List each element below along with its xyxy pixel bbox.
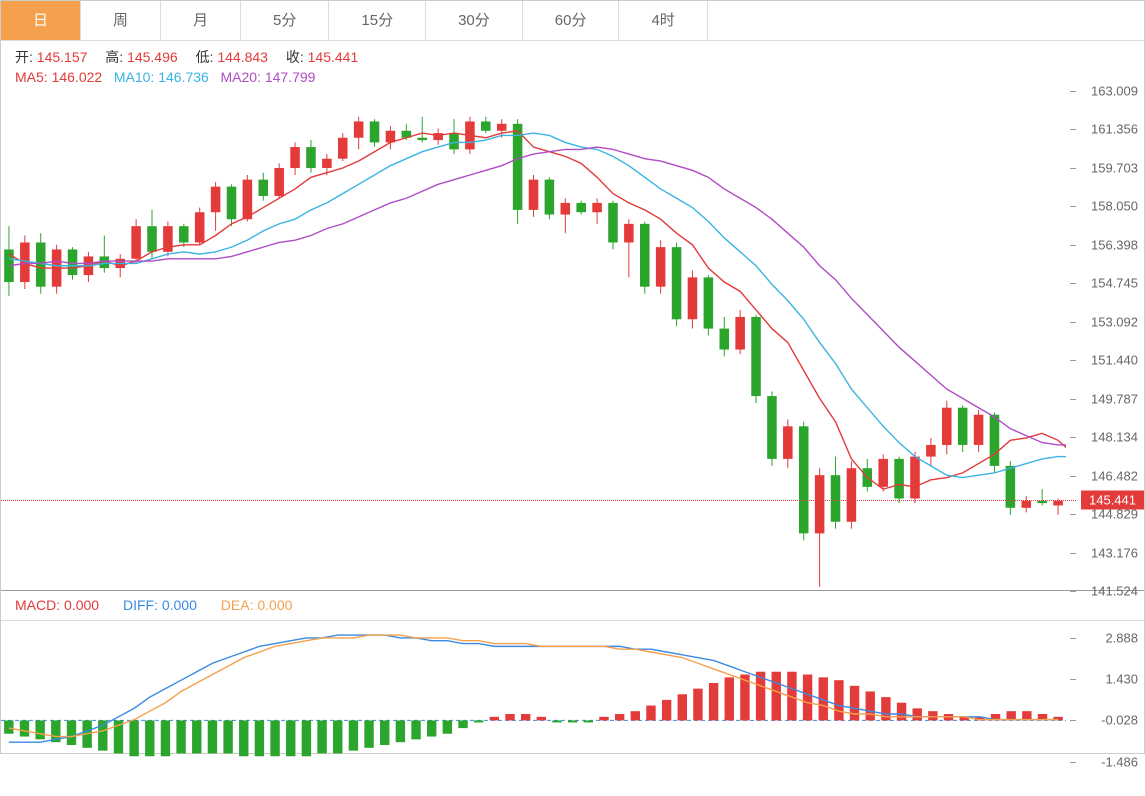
macd-y-tick-label: -0.028 (1101, 713, 1138, 728)
y-tick-label: 141.524 (1091, 584, 1138, 599)
macd-y-axis: 2.888 1.430 -0.028 -1.486 (1076, 621, 1144, 796)
chart-container: 日周月5分15分30分60分4时 开: 145.157 高: 145.496 低… (0, 0, 1145, 754)
y-tick-label: 158.050 (1091, 199, 1138, 214)
y-tick-label: 159.703 (1091, 160, 1138, 175)
timeframe-tab[interactable]: 5分 (241, 1, 329, 40)
timeframe-tab[interactable]: 30分 (426, 1, 523, 40)
timeframe-tab[interactable]: 月 (161, 1, 241, 40)
y-tick-label: 146.482 (1091, 468, 1138, 483)
macd-y-tick-label: 2.888 (1105, 631, 1138, 646)
low-value: 144.843 (217, 49, 268, 65)
open-value: 145.157 (37, 49, 88, 65)
timeframe-tabs: 日周月5分15分30分60分4时 (1, 1, 1144, 41)
close-label: 收: (286, 49, 304, 65)
y-tick-label: 153.092 (1091, 314, 1138, 329)
timeframe-tab[interactable]: 60分 (523, 1, 620, 40)
y-tick-label: 163.009 (1091, 84, 1138, 99)
macd-chart[interactable]: 2.888 1.430 -0.028 -1.486 (1, 621, 1144, 796)
macd-label: MACD: 0.000 (15, 597, 99, 613)
current-price-tag: 145.441 (1081, 490, 1144, 509)
open-label: 开: (15, 49, 33, 65)
high-label: 高: (105, 49, 123, 65)
macd-chart-canvas (1, 621, 1066, 776)
low-label: 低: (196, 49, 214, 65)
dea-label: DEA: 0.000 (221, 597, 293, 613)
ma-bar: MA5: 146.022 MA10: 146.736 MA20: 147.799 (1, 69, 1144, 91)
current-price-line (1, 500, 1076, 501)
macd-y-tick-label: 1.430 (1105, 672, 1138, 687)
close-value: 145.441 (308, 49, 359, 65)
ma5-label: MA5: 146.022 (15, 69, 102, 85)
high-value: 145.496 (127, 49, 178, 65)
price-y-axis: 163.009161.356159.703158.050156.398154.7… (1076, 91, 1144, 590)
timeframe-tab[interactable]: 周 (81, 1, 161, 40)
price-chart[interactable]: 163.009161.356159.703158.050156.398154.7… (1, 91, 1144, 591)
ma20-label: MA20: 147.799 (221, 69, 316, 85)
y-tick-label: 143.176 (1091, 545, 1138, 560)
macd-y-tick-label: -1.486 (1101, 754, 1138, 769)
ohlc-bar: 开: 145.157 高: 145.496 低: 144.843 收: 145.… (1, 41, 1144, 69)
y-tick-label: 154.745 (1091, 276, 1138, 291)
ma10-label: MA10: 146.736 (114, 69, 209, 85)
y-tick-label: 151.440 (1091, 353, 1138, 368)
timeframe-tab[interactable]: 15分 (329, 1, 426, 40)
timeframe-tab[interactable]: 日 (1, 1, 81, 40)
y-tick-label: 156.398 (1091, 237, 1138, 252)
timeframe-tab[interactable]: 4时 (619, 1, 707, 40)
y-tick-label: 148.134 (1091, 430, 1138, 445)
y-tick-label: 161.356 (1091, 122, 1138, 137)
y-tick-label: 149.787 (1091, 391, 1138, 406)
price-chart-canvas (1, 91, 1066, 591)
macd-bar: MACD: 0.000 DIFF: 0.000 DEA: 0.000 (1, 591, 1144, 621)
diff-label: DIFF: 0.000 (123, 597, 197, 613)
